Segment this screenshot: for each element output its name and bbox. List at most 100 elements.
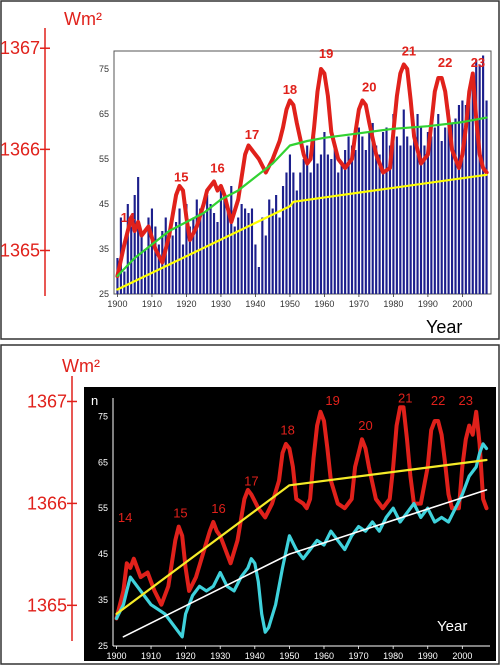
bar: [137, 177, 140, 294]
cycle-number-label: 23: [471, 55, 485, 70]
bar: [154, 226, 157, 294]
x-tick-label: 1910: [142, 299, 162, 309]
cycle-number-label: 22: [438, 55, 452, 70]
bar: [288, 154, 291, 294]
x-tick-label: 1960: [314, 651, 334, 661]
bar: [261, 217, 264, 294]
bar: [181, 244, 185, 294]
cycle-number-label: 17: [244, 473, 258, 488]
bar: [447, 109, 450, 294]
bar: [247, 213, 250, 294]
bar: [175, 222, 178, 294]
bar: [409, 145, 412, 294]
x-tick-label: 1910: [141, 651, 161, 661]
cycle-number-label: 16: [211, 501, 225, 516]
bar: [368, 132, 371, 294]
cycle-number-label: 23: [459, 393, 473, 408]
cycle-number-label: 19: [325, 393, 339, 408]
bar: [337, 172, 340, 294]
x-tick-label: 1950: [279, 651, 299, 661]
bar: [419, 127, 423, 294]
series-line: [115, 62, 489, 278]
bar: [306, 145, 309, 294]
x-tick-label: 1920: [176, 651, 196, 661]
y-tick-label: 75: [99, 64, 109, 74]
bar: [344, 150, 347, 294]
bar: [333, 145, 336, 294]
bottom-left-axis-unit: Wm²: [62, 356, 100, 376]
x-tick-label: 1900: [106, 651, 126, 661]
bar: [402, 109, 405, 294]
y-tick-label: 25: [98, 641, 108, 651]
bar: [399, 145, 402, 294]
x-tick-label: 1960: [314, 299, 334, 309]
bar: [350, 145, 354, 294]
bar: [444, 127, 447, 294]
bar: [199, 208, 202, 294]
y-tick-label: 45: [98, 549, 108, 559]
bar: [326, 154, 329, 294]
cycle-number-label: 15: [174, 170, 188, 185]
cycle-number-label: 14: [118, 510, 132, 525]
bar: [147, 217, 150, 294]
left-axis-tick-label: 1365: [0, 240, 40, 260]
cycle-number-label: 22: [431, 393, 445, 408]
bottom-chart: Wm² 1365 1366 1367 n 25 35 45 55 65 75 1900 1910…: [27, 356, 496, 661]
y-tick-label: 45: [99, 199, 109, 209]
bar: [140, 235, 143, 294]
bar: [385, 127, 388, 294]
bar: [426, 132, 429, 294]
bar: [471, 78, 474, 294]
bar: [240, 204, 243, 294]
bar: [126, 204, 129, 294]
series-line: [116, 116, 488, 278]
cycle-number-label: 14: [121, 210, 136, 225]
series-line: [114, 405, 489, 621]
bar: [430, 136, 433, 294]
bar: [340, 163, 343, 294]
bar: [478, 64, 481, 294]
x-tick-label: 1940: [245, 299, 265, 309]
bar: [416, 114, 419, 294]
left-axis-tick-label: 1366: [0, 139, 40, 159]
y-tick-label: 55: [99, 154, 109, 164]
top-chart: Wm² 1365 1366 1367 25 35 45 55 65 75 1900 1910 19…: [0, 9, 492, 337]
bar: [278, 217, 281, 294]
bar: [375, 145, 378, 294]
series-line: [122, 489, 488, 638]
bar: [133, 195, 136, 294]
y-tick-label: 55: [98, 503, 108, 513]
x-tick-label: 1940: [245, 651, 265, 661]
cycle-number-label: 16: [210, 161, 224, 176]
bar: [299, 172, 302, 294]
bottom-x-axis-label: Year: [437, 618, 467, 635]
bar: [454, 118, 457, 294]
bar: [271, 208, 274, 294]
left-axis-tick-label: 1367: [0, 38, 40, 58]
bar: [171, 235, 174, 294]
bar: [257, 267, 260, 294]
bar: [216, 222, 219, 294]
x-tick-label: 1990: [418, 299, 438, 309]
bar: [440, 141, 443, 294]
bar: [219, 190, 223, 294]
x-tick-label: 2000: [452, 299, 472, 309]
bar: [168, 240, 171, 294]
bar: [457, 105, 461, 294]
bar: [354, 150, 357, 294]
cycle-number-label: 15: [173, 505, 187, 520]
bar: [188, 226, 191, 294]
cycle-number-label: 20: [358, 418, 372, 433]
series-line: [116, 173, 488, 291]
bar: [281, 186, 285, 294]
cycle-number-label: 17: [245, 127, 259, 142]
bar: [223, 199, 226, 294]
bar: [413, 127, 416, 294]
series-line: [114, 442, 489, 639]
bar: [433, 127, 436, 294]
y-tick-label: 65: [98, 457, 108, 467]
x-tick-label: 1930: [210, 651, 230, 661]
bar: [464, 105, 467, 294]
x-tick-label: 1970: [349, 651, 369, 661]
bar: [347, 136, 350, 294]
